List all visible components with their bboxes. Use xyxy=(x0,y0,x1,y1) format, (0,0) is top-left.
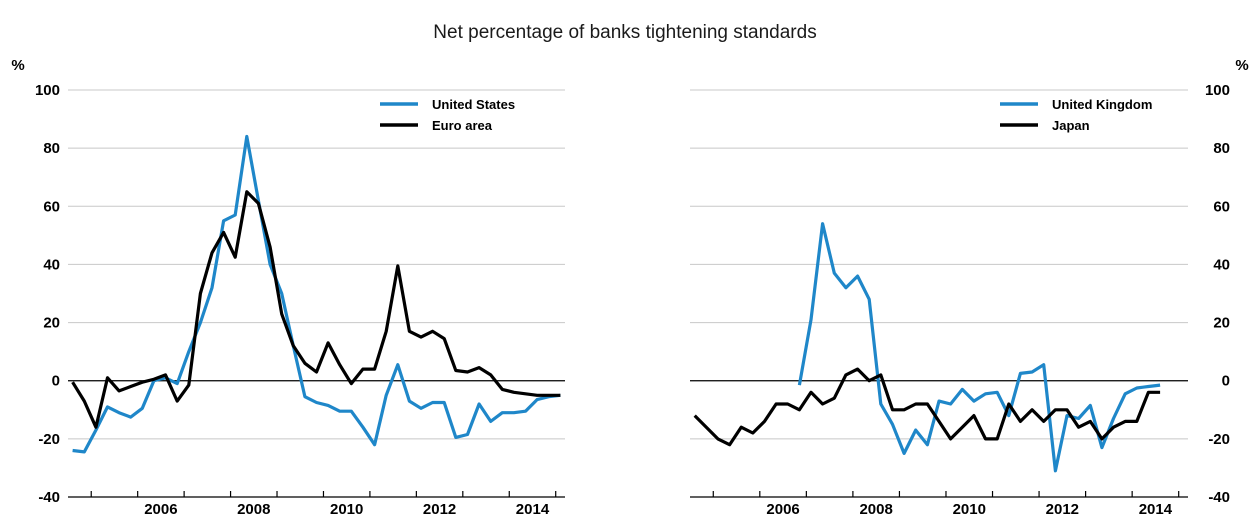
unit-label: % xyxy=(11,57,24,74)
y-tick-label: 80 xyxy=(43,140,60,157)
y-tick-label: -40 xyxy=(1208,489,1230,506)
x-tick-label: 2008 xyxy=(859,501,892,518)
y-tick-label: -20 xyxy=(38,431,60,448)
legend-label: United States xyxy=(432,97,515,112)
y-tick-label: 0 xyxy=(1222,373,1230,390)
y-tick-label: 80 xyxy=(1213,140,1230,157)
x-tick-label: 2014 xyxy=(1139,501,1173,518)
y-tick-label: -20 xyxy=(1208,431,1230,448)
left-panel: 2006 2008 2010 2012 2014 -40 -20 0 20 40 60 80 100% U… xyxy=(11,57,565,518)
y-tick-label: 60 xyxy=(1213,198,1230,215)
x-tick-label: 2008 xyxy=(237,501,270,518)
y-tick-label: 40 xyxy=(1213,256,1230,273)
y-tick-label: 40 xyxy=(43,256,60,273)
unit-label: % xyxy=(1235,57,1248,74)
x-tick-label: 2010 xyxy=(330,501,363,518)
series-line-japan xyxy=(693,367,1161,447)
series-line-united-kingdom xyxy=(797,222,1161,473)
y-tick-label: 20 xyxy=(1213,315,1230,332)
y-tick-label: 100 xyxy=(1205,82,1230,99)
legend-label: United Kingdom xyxy=(1052,97,1152,112)
y-tick-label: 60 xyxy=(43,198,60,215)
right-panel: 2006 2008 2010 2012 2014 -40 -20 0 20 40 60 80 100% U… xyxy=(690,57,1249,518)
y-tick-label: 0 xyxy=(52,373,60,390)
y-tick-label: -40 xyxy=(38,489,60,506)
x-tick-label: 2012 xyxy=(423,501,456,518)
x-tick-label: 2012 xyxy=(1046,501,1079,518)
series-line-united-states xyxy=(72,134,561,454)
legend-label: Euro area xyxy=(432,118,493,133)
y-tick-label: 20 xyxy=(43,315,60,332)
x-tick-label: 2006 xyxy=(144,501,177,518)
legend-label: Japan xyxy=(1052,118,1090,133)
y-tick-label: 100 xyxy=(35,82,60,99)
series-line-euro-area xyxy=(71,190,561,429)
x-tick-label: 2014 xyxy=(516,501,550,518)
chart-title: Net percentage of banks tightening stand… xyxy=(433,22,816,43)
x-tick-label: 2010 xyxy=(953,501,986,518)
x-tick-label: 2006 xyxy=(766,501,799,518)
